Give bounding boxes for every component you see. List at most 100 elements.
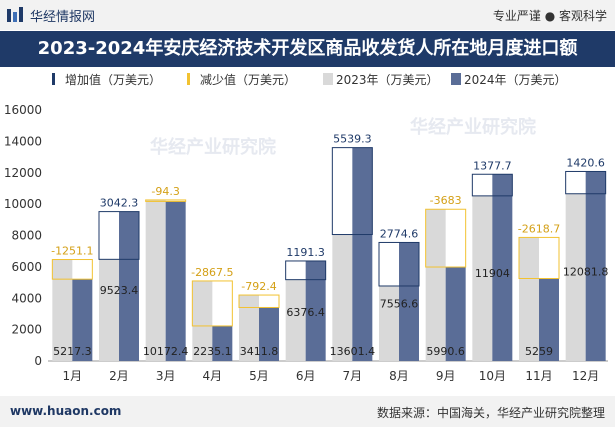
change-label: 5539.3 xyxy=(333,133,372,146)
change-label: -1251.1 xyxy=(51,245,93,258)
bar-2024 xyxy=(165,201,186,361)
website-link[interactable]: www.huaon.com xyxy=(10,404,122,418)
watermark-text: 华经产业研究院 xyxy=(150,136,276,158)
y-tick-label: 10000 xyxy=(4,197,42,211)
x-tick-label: 12月 xyxy=(572,369,599,383)
value-label-2024: 6376.4 xyxy=(286,306,325,319)
change-label: -2867.5 xyxy=(191,266,233,279)
y-tick-label: 2000 xyxy=(11,323,42,337)
bar-2024 xyxy=(585,171,606,361)
decrease-box xyxy=(518,236,560,279)
value-label-2024: 5217.3 xyxy=(53,345,92,358)
bar-2023 xyxy=(565,193,586,361)
y-tick-label: 4000 xyxy=(11,291,42,305)
watermark-text: 华经产业研究院 xyxy=(410,116,536,138)
x-tick-label: 5月 xyxy=(249,369,269,383)
value-label-2024: 13601.4 xyxy=(330,345,376,358)
data-source: 数据来源：中国海关，华经产业研究院整理 xyxy=(376,406,605,420)
change-label: -792.4 xyxy=(241,280,276,293)
x-tick-label: 7月 xyxy=(343,369,363,383)
value-label-2024: 9523.4 xyxy=(100,284,139,297)
x-tick-label: 11月 xyxy=(525,369,552,383)
increase-box xyxy=(565,170,607,195)
decrease-box xyxy=(425,208,467,268)
bar-2023 xyxy=(285,279,306,361)
x-tick-label: 6月 xyxy=(296,369,316,383)
change-label: -2618.7 xyxy=(518,222,560,235)
value-label-2024: 5990.6 xyxy=(426,345,465,358)
bar-2024 xyxy=(399,242,419,361)
slogan: 专业严谨 ● 客观科学 xyxy=(492,9,607,23)
change-label: 3042.3 xyxy=(100,197,139,210)
y-tick-label: 14000 xyxy=(4,134,42,148)
bar-2023 xyxy=(379,285,399,361)
legend-label: 增加值（万美元） xyxy=(65,72,161,87)
value-label-2024: 11904 xyxy=(475,267,510,280)
legend-label: 2023年（万美元） xyxy=(336,73,439,87)
decrease-box xyxy=(145,199,187,202)
increase-box xyxy=(285,260,327,281)
value-label-2024: 3411.8 xyxy=(240,345,279,358)
bar-2024 xyxy=(259,307,279,361)
x-tick-label: 8月 xyxy=(389,369,409,383)
value-label-2024: 5259 xyxy=(525,345,553,358)
increase-box xyxy=(471,173,513,197)
bar-2024 xyxy=(492,174,513,361)
y-tick-label: 6000 xyxy=(11,260,42,274)
legend-label: 2024年（万美元） xyxy=(464,73,567,87)
decrease-box xyxy=(51,259,93,280)
y-tick-label: 16000 xyxy=(4,103,42,117)
x-tick-label: 9月 xyxy=(436,369,456,383)
bar-2023 xyxy=(472,195,493,361)
y-tick-label: 8000 xyxy=(11,229,42,243)
y-tick-label: 0 xyxy=(34,354,42,368)
change-label: -3683 xyxy=(430,194,462,207)
change-label: 1420.6 xyxy=(566,156,605,169)
bar-2023 xyxy=(52,259,73,361)
value-label-2024: 7556.6 xyxy=(380,298,419,311)
y-tick-label: 12000 xyxy=(4,166,42,180)
legend-swatch-2023 xyxy=(323,73,333,85)
bar-2023 xyxy=(192,280,213,361)
bar-2024 xyxy=(119,211,139,361)
bar-2024 xyxy=(212,325,233,361)
bar-2024 xyxy=(305,260,326,361)
legend-label: 减少值（万美元） xyxy=(200,72,296,87)
logo-text: 华经情报网 xyxy=(30,10,96,25)
decrease-box xyxy=(191,280,233,327)
x-tick-label: 10月 xyxy=(479,369,506,383)
footer: www.huaon.com 数据来源：中国海关，华经产业研究院整理 xyxy=(0,396,615,427)
increase-box xyxy=(331,147,373,236)
x-tick-label: 3月 xyxy=(156,369,176,383)
change-label: 2774.6 xyxy=(380,227,419,240)
logo-icon xyxy=(7,7,23,22)
bar-2023 xyxy=(145,199,166,361)
x-tick-label: 1月 xyxy=(63,369,83,383)
bar-2023 xyxy=(332,234,353,361)
decrease-box xyxy=(238,294,280,308)
value-label-2024: 10172.4 xyxy=(143,345,189,358)
legend-swatch-2024 xyxy=(451,73,461,85)
legend-swatch-decrease xyxy=(187,73,190,85)
increase-box xyxy=(378,241,420,287)
bar-2024 xyxy=(445,267,466,361)
value-label-2024: 12081.8 xyxy=(563,266,609,279)
bar-2024 xyxy=(352,147,373,361)
bar-2024 xyxy=(72,279,93,361)
bar-2024 xyxy=(539,278,559,361)
top-bar: 华经情报网 专业严谨 ● 客观科学 xyxy=(0,0,615,30)
change-label: 1377.7 xyxy=(473,159,512,172)
bar-2023 xyxy=(99,259,119,361)
change-label: -94.3 xyxy=(151,185,179,198)
chart-title: 2023-2024年安庆经济技术开发区商品收发货人所在地月度进口额 xyxy=(0,31,615,67)
bar-2023 xyxy=(519,237,539,361)
x-tick-label: 2月 xyxy=(109,369,129,383)
bar-2023 xyxy=(425,209,446,361)
bar-2023 xyxy=(239,295,259,361)
value-label-2024: 2235.1 xyxy=(193,345,232,358)
increase-box xyxy=(98,211,140,260)
x-tick-label: 4月 xyxy=(203,369,223,383)
change-label: 1191.3 xyxy=(286,246,325,259)
